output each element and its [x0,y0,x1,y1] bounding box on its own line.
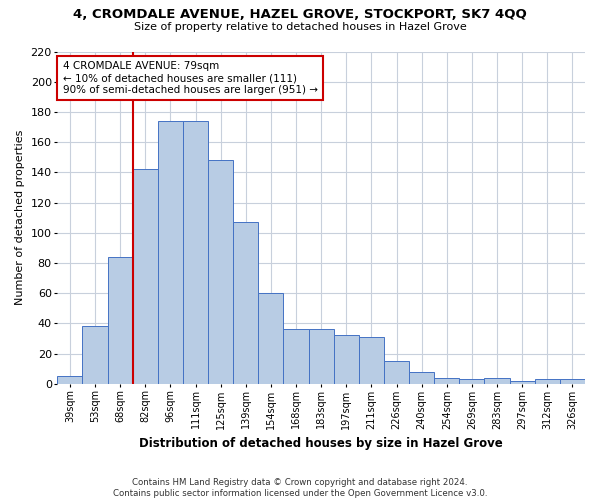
Bar [334,336,359,384]
Bar [535,379,560,384]
Bar [560,379,585,384]
Bar [460,379,484,384]
Text: Contains HM Land Registry data © Crown copyright and database right 2024.
Contai: Contains HM Land Registry data © Crown c… [113,478,487,498]
Bar [158,121,183,384]
Bar [409,372,434,384]
Bar [509,380,535,384]
Bar [434,378,460,384]
Y-axis label: Number of detached properties: Number of detached properties [15,130,25,306]
Bar [82,326,107,384]
Text: Size of property relative to detached houses in Hazel Grove: Size of property relative to detached ho… [134,22,466,32]
Bar [133,170,158,384]
X-axis label: Distribution of detached houses by size in Hazel Grove: Distribution of detached houses by size … [139,437,503,450]
Bar [259,293,283,384]
Text: 4 CROMDALE AVENUE: 79sqm
← 10% of detached houses are smaller (111)
90% of semi-: 4 CROMDALE AVENUE: 79sqm ← 10% of detach… [62,62,317,94]
Bar [359,337,384,384]
Bar [308,330,334,384]
Text: 4, CROMDALE AVENUE, HAZEL GROVE, STOCKPORT, SK7 4QQ: 4, CROMDALE AVENUE, HAZEL GROVE, STOCKPO… [73,8,527,20]
Bar [58,376,82,384]
Bar [183,121,208,384]
Bar [107,257,133,384]
Bar [233,222,259,384]
Bar [283,330,308,384]
Bar [384,361,409,384]
Bar [484,378,509,384]
Bar [208,160,233,384]
